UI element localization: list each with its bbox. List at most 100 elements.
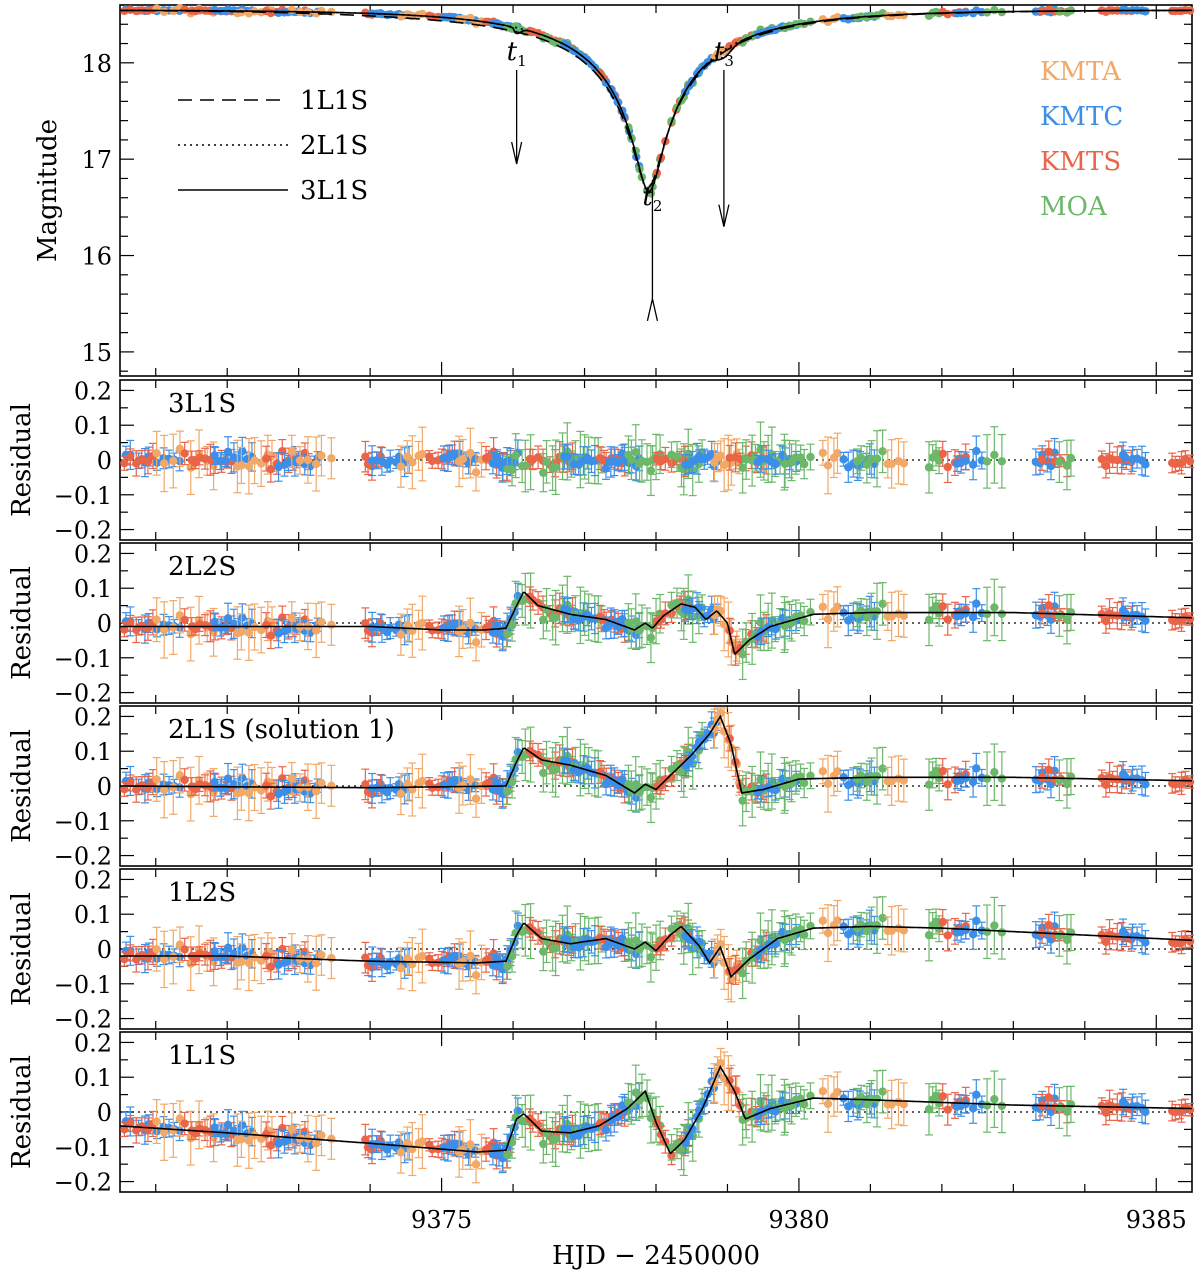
residual-point-kmts — [1185, 614, 1195, 624]
residual-point-kmts — [484, 452, 493, 462]
residual-point-moa — [997, 609, 1007, 619]
residual-point-kmta — [823, 461, 833, 470]
residual-point-moa — [799, 616, 809, 626]
residual-point-kmtc — [492, 453, 502, 462]
residual-point-kmta — [169, 456, 178, 466]
residual-point-moa — [780, 782, 790, 792]
residual-point-kmtc — [771, 624, 780, 634]
residual-point-moa — [862, 613, 872, 622]
residual-point-kmts — [261, 454, 271, 463]
data-point-moa — [990, 5, 999, 15]
residual-point-kmta — [887, 459, 896, 469]
residual-point-kmts — [943, 615, 952, 624]
residual-point-kmts — [266, 465, 276, 474]
residual-point-moa — [799, 778, 809, 788]
residual-point-moa — [872, 454, 882, 463]
residual-point-moa — [856, 606, 866, 616]
residual-point-moa — [780, 459, 790, 469]
residual-point-kmta — [471, 468, 481, 477]
residual-point-kmtc — [757, 454, 766, 464]
data-point-kmta — [159, 7, 169, 16]
residual-point-moa — [627, 455, 636, 464]
residual-point-moa — [982, 457, 992, 466]
residual-point-kmts — [661, 454, 670, 464]
residual-point-kmts — [938, 449, 947, 458]
residual-point-kmta — [169, 623, 178, 632]
residual-point-kmta — [152, 615, 161, 624]
residual-point-kmta — [818, 602, 828, 612]
residual-point-moa — [631, 779, 640, 789]
residual-point-kmtc — [839, 455, 848, 464]
residual-point-kmts — [1044, 447, 1053, 456]
data-point-kmta — [899, 11, 908, 20]
residual-point-kmta — [458, 624, 468, 634]
residual-point-moa — [878, 599, 887, 609]
residual-point-kmta — [244, 788, 254, 798]
residual-point-moa — [551, 613, 560, 622]
residual-point-kmta — [244, 628, 254, 637]
residual-point-kmta — [295, 456, 305, 465]
residual-point-kmta — [466, 448, 475, 458]
residual-point-moa — [646, 793, 656, 802]
data-point-kmts — [943, 10, 952, 19]
residual-point-kmta — [833, 602, 842, 611]
residual-point-kmtc — [972, 446, 981, 456]
residual-point-moa — [872, 607, 882, 616]
residual-point-kmtc — [771, 785, 780, 795]
residual-point-kmta — [403, 452, 412, 461]
residual-point-moa — [924, 780, 934, 789]
residual-point-kmtc — [703, 729, 712, 738]
residual-point-kmts — [1101, 780, 1111, 790]
residual-point-kmtc — [238, 613, 247, 622]
residual-point-moa — [982, 609, 992, 619]
residual-point-kmta — [716, 709, 725, 718]
residual-point-kmtc — [968, 613, 978, 622]
residual-point-kmtc — [238, 773, 247, 783]
residual-point-kmta — [159, 625, 169, 635]
residual-point-moa — [931, 601, 941, 611]
data-point-kmta — [152, 4, 161, 13]
residual-point-kmta — [833, 449, 842, 458]
residual-point-moa — [924, 463, 934, 472]
residual-point-kmta — [159, 459, 169, 468]
residual-point-kmta — [317, 778, 326, 788]
residual-point-kmta — [418, 618, 427, 628]
residual-point-moa — [878, 447, 887, 456]
residual-point-kmts — [266, 792, 276, 801]
residual-point-kmts — [120, 458, 129, 468]
residual-point-kmtc — [601, 464, 611, 473]
residual-point-kmtc — [223, 447, 233, 457]
residual-point-kmta — [396, 789, 406, 799]
residual-point-moa — [672, 452, 682, 461]
residual-point-kmts — [1097, 773, 1106, 783]
residual-point-kmta — [403, 779, 412, 789]
residual-point-kmts — [180, 775, 189, 785]
residual-point-moa — [542, 457, 551, 467]
residual-point-kmtc — [1121, 453, 1130, 462]
residual-point-kmta — [287, 613, 296, 623]
residual-point-kmta — [312, 787, 321, 796]
residual-point-moa — [997, 774, 1007, 783]
residual-point-moa — [646, 466, 656, 475]
residual-point-moa — [1062, 460, 1072, 470]
residual-point-moa — [551, 463, 560, 472]
residual-point-moa — [738, 796, 747, 805]
residual-point-kmta — [466, 775, 475, 784]
residual-point-kmta — [237, 461, 246, 470]
residual-point-moa — [646, 633, 656, 642]
residual-point-kmts — [126, 778, 135, 788]
residual-point-moa — [780, 621, 790, 631]
residual-point-kmtc — [221, 456, 230, 465]
residual-point-kmta — [312, 459, 321, 469]
residual-point-kmtc — [563, 452, 572, 462]
residual-point-kmts — [484, 622, 493, 631]
residual-point-kmta — [396, 462, 406, 471]
residual-point-kmtc — [613, 458, 622, 467]
residual-point-kmts — [1185, 457, 1195, 466]
residual-point-moa — [1066, 608, 1076, 617]
residual-point-moa — [862, 777, 872, 787]
residual-point-moa — [539, 615, 548, 624]
residual-point-kmta — [471, 638, 481, 647]
residual-point-moa — [1066, 453, 1076, 463]
